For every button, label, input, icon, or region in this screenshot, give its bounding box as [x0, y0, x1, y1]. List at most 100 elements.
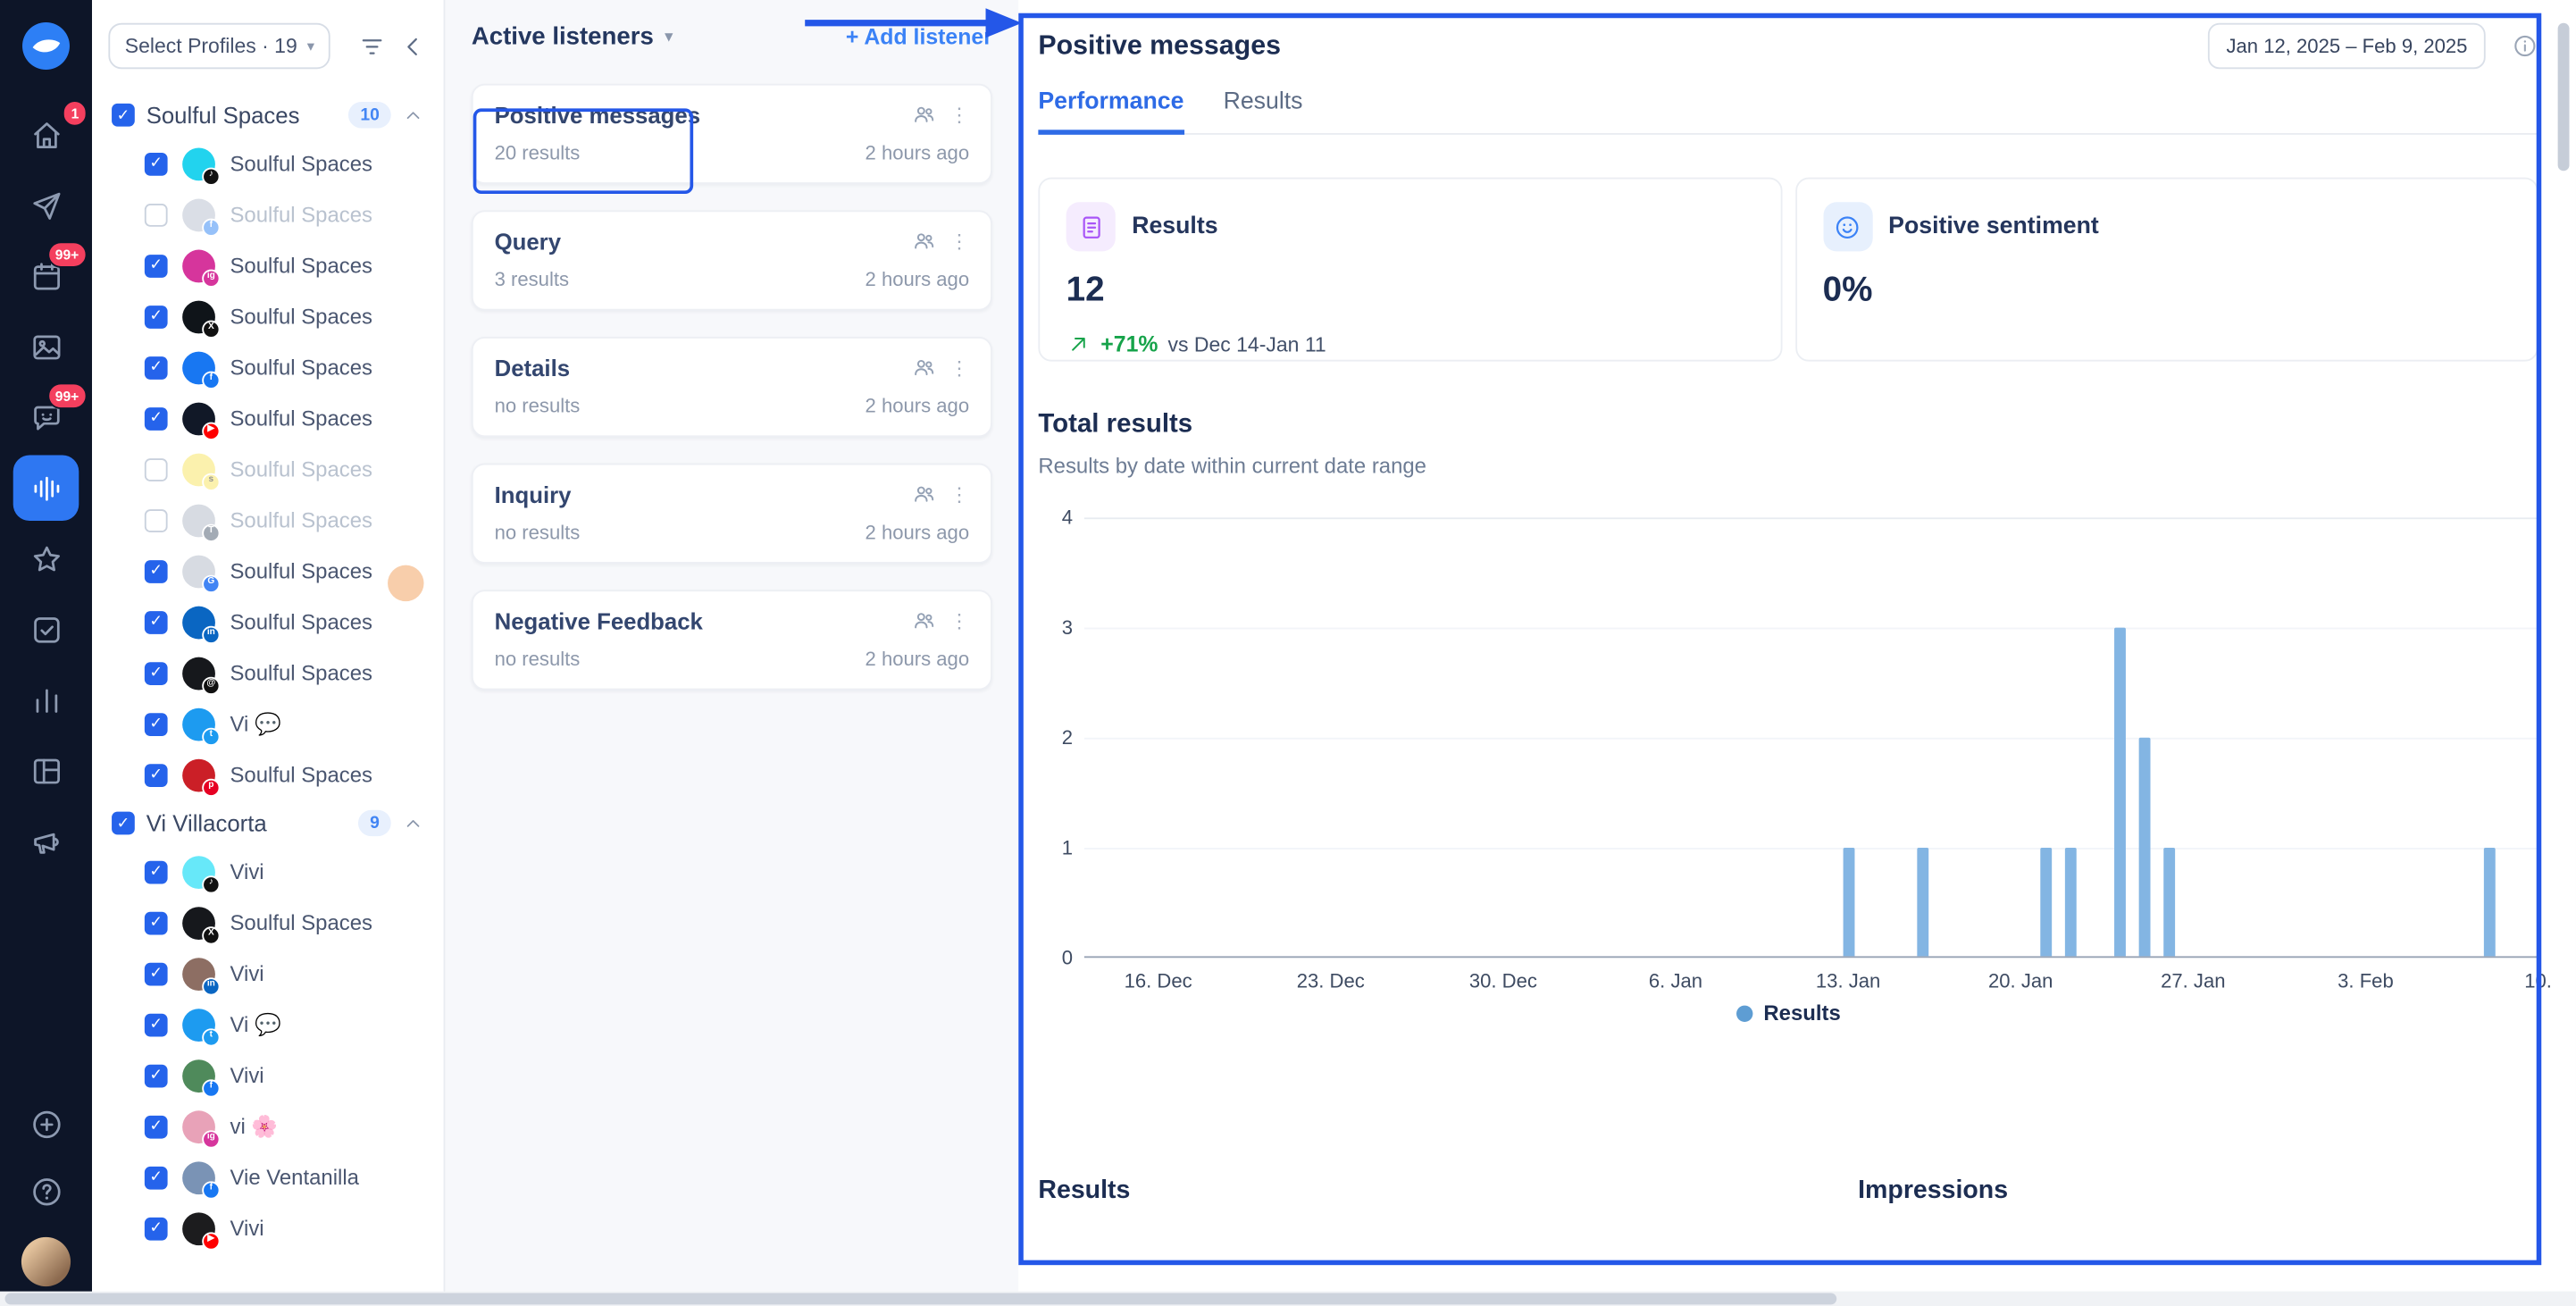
profile-checkbox[interactable]: [144, 508, 168, 532]
chart-bar-jan-25[interactable]: [2137, 737, 2150, 957]
profile-row[interactable]: ✓ ▶ Vivi: [108, 1202, 427, 1253]
nav-reviews[interactable]: [13, 526, 79, 592]
nav-planner[interactable]: 99+: [13, 241, 88, 309]
nav-reports[interactable]: [13, 667, 79, 733]
collapse-panel-icon[interactable]: [399, 32, 427, 60]
profile-row[interactable]: ✓ X Soulful Spaces: [108, 291, 427, 342]
listener-card-query[interactable]: Query ⋮ 3 results 2 hours ago: [471, 210, 992, 311]
nav-boards[interactable]: [13, 738, 79, 804]
profile-row[interactable]: ✓ t Vi 💬: [108, 699, 427, 749]
profile-group-vi-villacorta[interactable]: ✓ Vi Villacorta 9: [108, 800, 427, 846]
profile-row[interactable]: ✓ p Soulful Spaces: [108, 749, 427, 800]
nav-home[interactable]: 1: [13, 100, 88, 168]
nav-inbox[interactable]: 99+: [13, 382, 88, 450]
chart-bar-jan-24[interactable]: [2113, 627, 2126, 957]
listener-card-positive-messages[interactable]: Positive messages ⋮ 20 results 2 hours ago: [471, 83, 992, 184]
card-menu-icon[interactable]: ⋮: [949, 229, 970, 253]
profile-checkbox[interactable]: ✓: [144, 559, 168, 582]
profile-row[interactable]: ✓ in Vivi: [108, 948, 427, 999]
profile-row[interactable]: ✓ ig Soulful Spaces: [108, 240, 427, 291]
profile-row[interactable]: ✓ ▶ Soulful Spaces: [108, 393, 427, 444]
card-menu-icon[interactable]: ⋮: [949, 102, 970, 126]
profile-checkbox[interactable]: ✓: [144, 1216, 168, 1240]
horizontal-scrollbar-thumb[interactable]: [4, 1293, 1837, 1305]
profile-row[interactable]: T Soulful Spaces: [108, 495, 427, 546]
profile-checkbox[interactable]: ✓: [144, 152, 168, 175]
profile-checkbox[interactable]: ✓: [144, 1012, 168, 1036]
profile-checkbox[interactable]: ✓: [144, 356, 168, 379]
profile-row[interactable]: ✓ f Vivi: [108, 1050, 427, 1101]
profile-checkbox[interactable]: ✓: [144, 1114, 168, 1138]
add-listener-button[interactable]: + Add listener: [845, 24, 992, 50]
profile-row[interactable]: ✓ t Vi 💬: [108, 999, 427, 1050]
chart-bar-jan-26[interactable]: [2162, 848, 2175, 957]
date-range-button[interactable]: Jan 12, 2025 – Feb 9, 2025: [2208, 22, 2486, 70]
card-menu-icon[interactable]: ⋮: [949, 608, 970, 632]
user-avatar[interactable]: [21, 1236, 71, 1287]
chart-legend[interactable]: Results: [1038, 1000, 2538, 1026]
assignees-icon[interactable]: [912, 102, 937, 127]
nav-add-button[interactable]: [16, 1094, 75, 1153]
profile-row[interactable]: ✓ @ Soulful Spaces: [108, 648, 427, 699]
profile-row[interactable]: ✓ ♪ Vivi: [108, 846, 427, 897]
info-icon[interactable]: [2512, 33, 2538, 59]
listener-card-negative-feedback[interactable]: Negative Feedback ⋮ no results 2 hours ago: [471, 590, 992, 691]
profile-row[interactable]: ✓ in Soulful Spaces: [108, 597, 427, 648]
profile-checkbox[interactable]: [144, 203, 168, 226]
profile-row[interactable]: ✓ G Soulful Spaces: [108, 546, 427, 597]
profile-row[interactable]: ✓ ig vi 🌸: [108, 1101, 427, 1151]
nav-media[interactable]: [13, 314, 79, 380]
profile-row[interactable]: ✓ f Soulful Spaces: [108, 342, 427, 393]
tab-performance[interactable]: Performance: [1038, 88, 1184, 135]
nav-advocacy[interactable]: [13, 808, 79, 875]
profile-checkbox[interactable]: ✓: [144, 712, 168, 736]
assignees-icon[interactable]: [912, 355, 937, 380]
listener-card-inquiry[interactable]: Inquiry ⋮ no results 2 hours ago: [471, 463, 992, 564]
filter-icon[interactable]: [358, 32, 386, 60]
profile-row[interactable]: ✓ X Soulful Spaces: [108, 897, 427, 948]
nav-listening[interactable]: [13, 455, 79, 522]
profile-checkbox[interactable]: ✓: [144, 859, 168, 883]
profile-group-soulful-spaces[interactable]: ✓ Soulful Spaces 10: [108, 92, 427, 138]
profile-name: Soulful Spaces: [230, 406, 373, 431]
profile-checkbox[interactable]: ✓: [144, 961, 168, 985]
profile-checkbox[interactable]: ✓: [144, 610, 168, 634]
active-listeners-dropdown[interactable]: Active listeners ▾: [472, 23, 673, 51]
chart-bar-jan-16[interactable]: [1916, 848, 1928, 957]
card-menu-icon[interactable]: ⋮: [949, 481, 970, 506]
chart-bar-jan-13[interactable]: [1842, 848, 1854, 957]
select-profiles-dropdown[interactable]: Select Profiles · 19 ▾: [108, 22, 331, 70]
assignees-icon[interactable]: [912, 229, 937, 254]
profile-checkbox[interactable]: ✓: [144, 763, 168, 787]
group-checkbox[interactable]: ✓: [112, 811, 135, 835]
linkedin-icon: in: [202, 976, 221, 995]
nav-tasks[interactable]: [13, 597, 79, 663]
chart-bar-feb-8[interactable]: [2482, 848, 2495, 957]
profile-checkbox[interactable]: ✓: [144, 305, 168, 328]
nav-help-button[interactable]: [16, 1161, 75, 1220]
profile-checkbox[interactable]: ✓: [144, 661, 168, 685]
tab-results[interactable]: Results: [1223, 88, 1303, 115]
profile-checkbox[interactable]: ✓: [144, 910, 168, 934]
profile-checkbox[interactable]: ✓: [144, 1165, 168, 1189]
assignees-icon[interactable]: [912, 608, 937, 633]
assignees-icon[interactable]: [912, 481, 937, 506]
profile-row[interactable]: f Soulful Spaces: [108, 189, 427, 240]
profile-checkbox[interactable]: ✓: [144, 254, 168, 277]
profile-checkbox[interactable]: ✓: [144, 1063, 168, 1087]
vista-social-logo[interactable]: [16, 16, 75, 75]
chevron-up-icon[interactable]: [403, 105, 424, 126]
profile-row[interactable]: ✓ f Vie Ventanilla: [108, 1151, 427, 1202]
nav-publish[interactable]: [13, 172, 79, 239]
card-menu-icon[interactable]: ⋮: [949, 356, 970, 379]
chevron-up-icon[interactable]: [403, 812, 424, 833]
profile-checkbox[interactable]: ✓: [144, 406, 168, 430]
profile-row[interactable]: ✓ ♪ Soulful Spaces: [108, 138, 427, 188]
chart-bar-jan-22[interactable]: [2063, 848, 2076, 957]
vertical-scrollbar-thumb[interactable]: [2557, 22, 2570, 172]
profile-row[interactable]: s Soulful Spaces: [108, 444, 427, 495]
group-checkbox[interactable]: ✓: [112, 103, 135, 127]
listener-card-details[interactable]: Details ⋮ no results 2 hours ago: [471, 337, 992, 438]
profile-checkbox[interactable]: [144, 457, 168, 481]
chart-bar-jan-21[interactable]: [2039, 848, 2052, 957]
